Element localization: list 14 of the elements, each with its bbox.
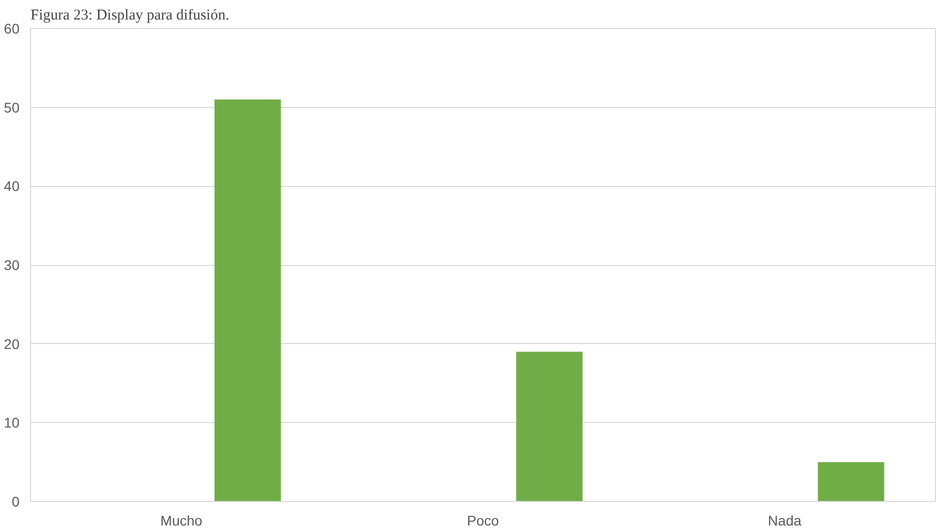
y-tick-label: 20 xyxy=(4,336,20,352)
y-tick-label: 60 xyxy=(4,20,20,36)
y-tick-label: 0 xyxy=(12,494,20,510)
bar xyxy=(214,99,281,502)
x-tick-label: Nada xyxy=(768,512,802,528)
bar xyxy=(818,462,884,502)
bar xyxy=(516,352,583,502)
y-tick-label: 30 xyxy=(4,257,20,273)
y-tick-label: 40 xyxy=(4,178,20,194)
x-tick-label: Mucho xyxy=(160,512,203,528)
y-tick-label: 50 xyxy=(4,99,20,116)
x-tick-label: Poco xyxy=(467,512,500,528)
chart-title: Figura 23: Display para difusión. xyxy=(30,8,230,24)
y-tick-label: 10 xyxy=(4,414,20,431)
